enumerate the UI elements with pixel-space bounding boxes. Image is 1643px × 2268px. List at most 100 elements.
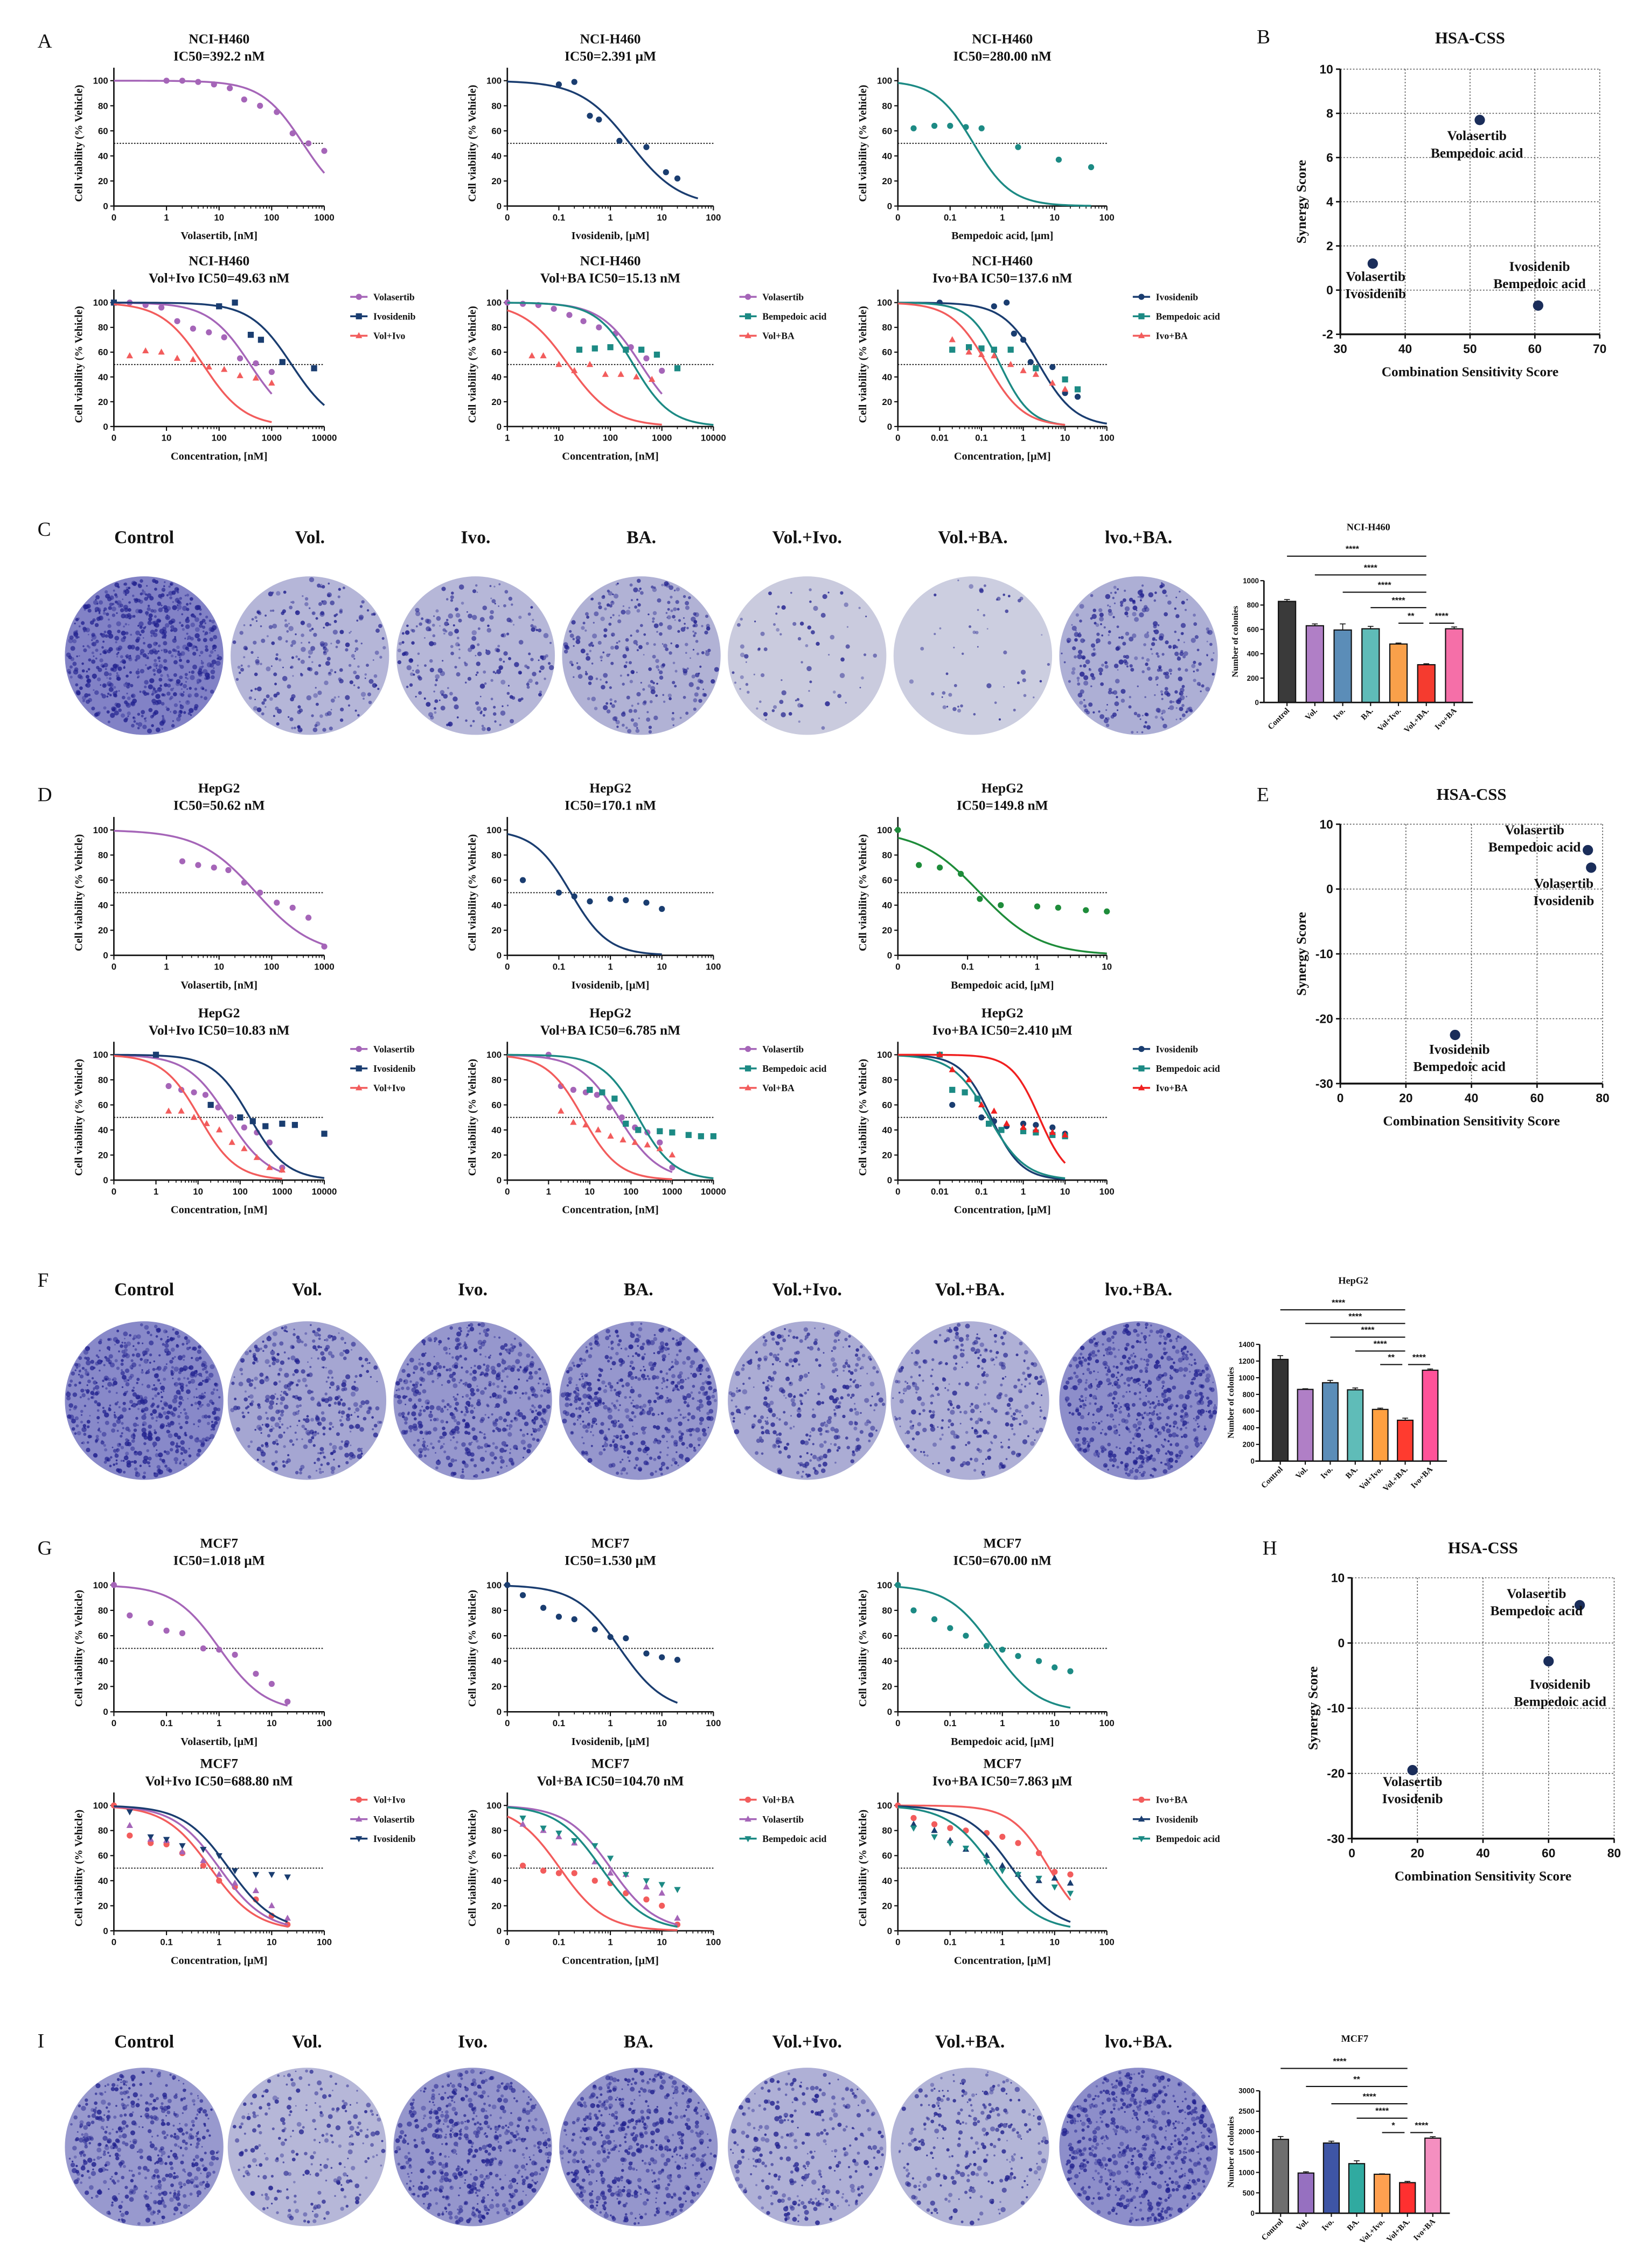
colony-dot [1130, 667, 1134, 672]
colony-dot [1206, 654, 1208, 657]
colony-dot [204, 696, 208, 700]
colony-dot [1207, 630, 1213, 635]
colony-dot [643, 700, 647, 704]
colony-dot [175, 1331, 179, 1335]
colony-dot [518, 1412, 523, 1418]
colony-dot [159, 684, 162, 687]
colony-dot [277, 1372, 281, 1376]
x-tick-label: 0.1 [944, 212, 956, 222]
colony-dot [363, 697, 365, 700]
colony-dot [625, 646, 629, 650]
colony-dot [133, 1422, 137, 1427]
data-point-ivo-ba [1032, 371, 1040, 377]
colony-dot [328, 582, 330, 585]
colony-dot [531, 1410, 534, 1413]
colony-dot [169, 1406, 172, 1409]
colony-dot [136, 1381, 138, 1384]
colony-dot [144, 626, 147, 628]
colony-dot [75, 689, 81, 695]
colony-dot [439, 1435, 443, 1439]
data-point-vol-ba [633, 373, 640, 380]
colony-dot [1163, 672, 1167, 675]
colony-dot [397, 1388, 400, 1391]
y-tick-label: 100 [877, 76, 892, 86]
data-point-volasertib [221, 334, 227, 340]
y-axis-label: Synergy Score [1294, 160, 1309, 243]
colony-dot [190, 637, 194, 641]
colony-dot [151, 1388, 154, 1391]
colony-dot [603, 705, 608, 710]
colony-dot [1196, 668, 1199, 672]
fit-curve-ivosidenib [897, 1805, 1071, 1923]
colony-dot [364, 1358, 368, 1362]
colony-dot [627, 729, 632, 734]
colony-dot [1112, 597, 1115, 599]
colony-dot [204, 672, 210, 678]
colony-dot [340, 707, 344, 711]
colony-dot [68, 1408, 72, 1411]
x-tick-label: 1 [1000, 1937, 1005, 1948]
colony-dot [193, 1395, 196, 1399]
colony-dot [524, 1421, 529, 1427]
x-tick-label: 40 [1476, 1846, 1489, 1860]
data-point-ivosidenib [643, 1650, 650, 1657]
colony-dot [93, 1380, 97, 1385]
colony-dot [403, 1379, 408, 1385]
point-label: Volasertib [1346, 269, 1405, 284]
colony-dot [740, 675, 744, 679]
colony-dot [345, 1374, 351, 1379]
colony-dot [1041, 634, 1043, 636]
colony-dot [426, 702, 431, 707]
colony-dot [116, 1401, 119, 1404]
y-tick-label: 80 [491, 1075, 502, 1085]
colony-dot [489, 1451, 495, 1457]
y-tick-label: 0 [497, 1707, 502, 1717]
x-axis-label: Bempedoic acid, [μM] [951, 979, 1054, 991]
colony-dot [330, 1466, 336, 1471]
data-point-ivo-ba [1061, 1131, 1069, 1138]
colony-dot [185, 618, 188, 621]
fit-curve-ivosidenib [507, 80, 699, 200]
colony-dot [463, 1341, 467, 1344]
data-point-bempedoic-acid [669, 1129, 676, 1136]
colony-dot [338, 677, 342, 681]
colony-dot [354, 709, 357, 712]
chart-subtitle: IC50=2.391 μM [565, 48, 656, 64]
colony-dot [1175, 718, 1178, 721]
data-point-ivo-ba [991, 1107, 998, 1114]
colony-dot [409, 672, 414, 676]
data-point-volasertib [257, 102, 263, 109]
colony-dot [253, 640, 257, 645]
colony-dot [347, 1407, 351, 1411]
colony-dot [418, 691, 422, 695]
colony-dot [205, 1376, 210, 1380]
colony-dot [807, 625, 812, 630]
colony-dot [81, 1441, 85, 1444]
colony-dot [533, 1417, 536, 1420]
colony-dot [931, 692, 935, 696]
colony-dot [1125, 631, 1130, 636]
colony-dot [329, 1442, 332, 1446]
colony-dot [137, 1400, 142, 1405]
colony-dot [612, 614, 615, 617]
colony-dot [454, 1446, 457, 1450]
colony-dot [349, 1456, 353, 1460]
colony-dot [155, 727, 161, 732]
colony-dot [667, 693, 672, 698]
colony-dot [248, 696, 252, 700]
scatter-point [1407, 1765, 1418, 1776]
colony-dot [501, 1359, 506, 1365]
colony-dot [1123, 659, 1127, 664]
colony-dot [95, 711, 100, 716]
data-point-ivosidenib [126, 1809, 133, 1816]
colony-dot [753, 673, 755, 675]
colony-dot [631, 704, 633, 707]
data-point-bempedoic-acid [998, 902, 1004, 909]
colony-dot [688, 596, 691, 599]
colony-dot [349, 1424, 354, 1429]
colony-dot [264, 706, 267, 708]
colony-dot [182, 605, 187, 611]
legend-marker [744, 1836, 751, 1843]
colony-dot [116, 1451, 119, 1453]
